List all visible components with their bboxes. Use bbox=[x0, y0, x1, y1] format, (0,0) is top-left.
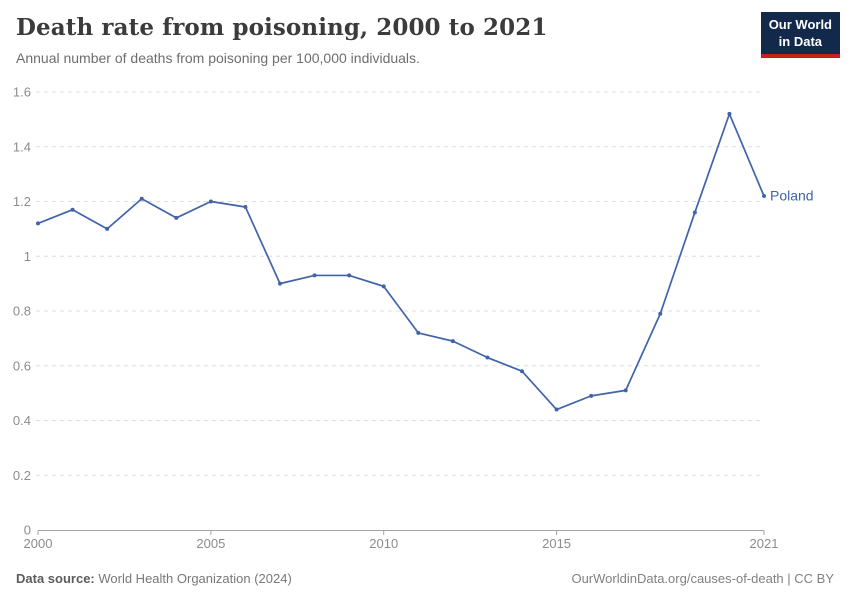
data-point[interactable] bbox=[347, 273, 352, 278]
data-source: Data source: World Health Organization (… bbox=[16, 571, 292, 586]
data-point[interactable] bbox=[485, 355, 490, 360]
series-label[interactable]: Poland bbox=[770, 188, 814, 204]
chart-header: Death rate from poisoning, 2000 to 2021 … bbox=[16, 14, 760, 66]
x-tick-label: 2000 bbox=[24, 536, 53, 551]
data-line[interactable] bbox=[37, 113, 765, 411]
data-source-value: World Health Organization (2024) bbox=[94, 571, 292, 586]
y-tick-label: 1 bbox=[24, 249, 31, 264]
data-point[interactable] bbox=[692, 210, 697, 215]
data-point[interactable] bbox=[727, 111, 732, 116]
x-tick-label: 2021 bbox=[750, 536, 779, 551]
data-point[interactable] bbox=[243, 204, 248, 209]
data-point[interactable] bbox=[623, 388, 628, 393]
data-point[interactable] bbox=[658, 311, 663, 316]
data-point[interactable] bbox=[208, 199, 213, 204]
y-tick-label: 1.2 bbox=[13, 194, 31, 209]
y-tick-label: 0.8 bbox=[13, 304, 31, 319]
data-point[interactable] bbox=[139, 196, 144, 201]
data-point[interactable] bbox=[762, 194, 766, 199]
y-tick-label: 1.4 bbox=[13, 139, 31, 154]
data-point[interactable] bbox=[174, 215, 179, 220]
data-point[interactable] bbox=[278, 281, 282, 286]
y-tick-label: 1.6 bbox=[13, 85, 31, 100]
data-source-label: Data source: bbox=[16, 571, 95, 586]
data-point[interactable] bbox=[450, 339, 455, 344]
chart-footer: Data source: World Health Organization (… bbox=[16, 571, 834, 586]
x-tick-label: 2005 bbox=[196, 536, 225, 551]
y-tick-label: 0.6 bbox=[13, 358, 31, 373]
data-point[interactable] bbox=[554, 407, 559, 412]
y-tick-label: 0.2 bbox=[13, 468, 31, 483]
data-point[interactable] bbox=[416, 330, 421, 335]
data-point[interactable] bbox=[312, 273, 317, 278]
y-tick-label: 0 bbox=[24, 523, 31, 538]
page-title: Death rate from poisoning, 2000 to 2021 bbox=[16, 14, 548, 41]
data-point[interactable] bbox=[381, 284, 386, 289]
data-point[interactable] bbox=[520, 369, 524, 374]
data-point[interactable] bbox=[36, 221, 40, 226]
x-tick-label: 2015 bbox=[542, 536, 571, 551]
y-tick-label: 0.4 bbox=[13, 413, 31, 428]
license-link[interactable]: OurWorldinData.org/causes-of-death | CC … bbox=[571, 571, 834, 586]
owid-logo-line2: in Data bbox=[778, 33, 823, 49]
chart-subtitle: Annual number of deaths from poisoning p… bbox=[16, 50, 420, 66]
data-point[interactable] bbox=[589, 393, 594, 398]
owid-logo: Our World in Data bbox=[760, 12, 840, 58]
owid-logo-line1: Our World bbox=[768, 17, 832, 32]
data-point[interactable] bbox=[105, 226, 110, 231]
data-point[interactable] bbox=[70, 207, 75, 212]
x-tick-label: 2010 bbox=[369, 536, 398, 551]
